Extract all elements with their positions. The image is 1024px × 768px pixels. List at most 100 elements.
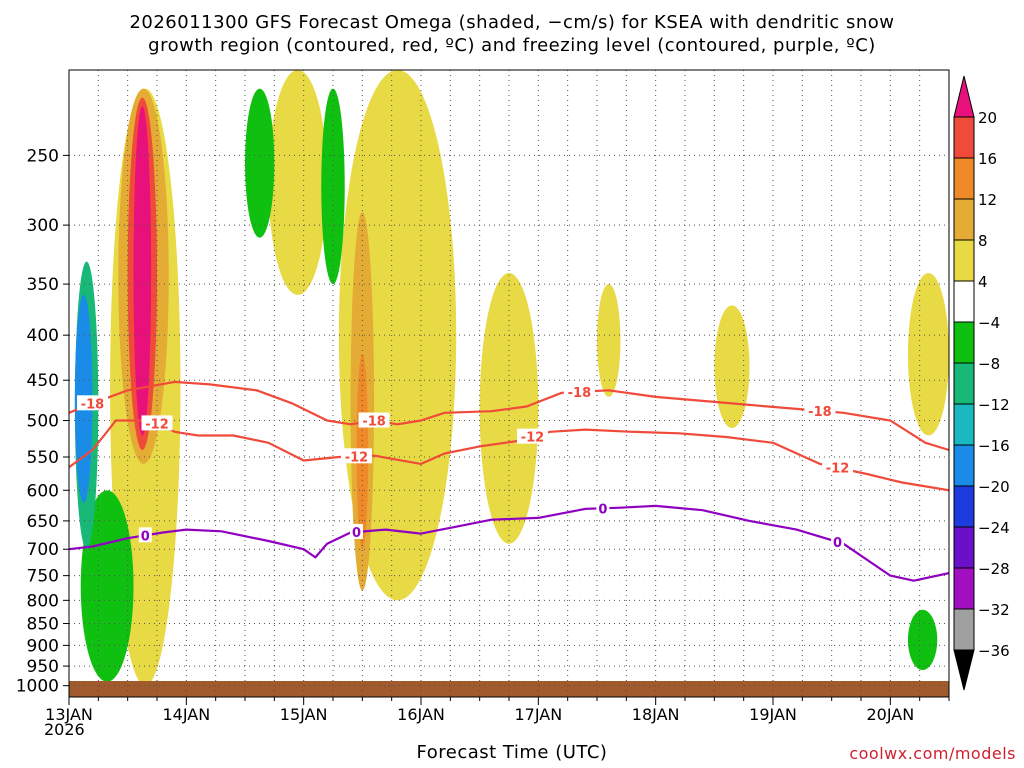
omega-region-14 xyxy=(907,272,949,436)
y-tick-label-9: 700 xyxy=(27,540,59,560)
colorbar-label-5: −4 xyxy=(978,314,1000,332)
y-tick-label-0: 250 xyxy=(27,146,59,166)
colorbar-segment-8 xyxy=(953,444,975,487)
omega-shading xyxy=(74,70,949,686)
x-tick-label-7: 20JAN xyxy=(866,705,914,724)
contour-lines: -18 -18 -18 -18 -12 -12 -12 -12 0 0 0 0 xyxy=(69,380,949,582)
omega-region-12 xyxy=(597,284,621,397)
colorbar-segment-6 xyxy=(953,362,975,405)
omega-region-15 xyxy=(907,609,938,671)
colorbar-label-6: −8 xyxy=(978,355,1000,373)
colorbar-segment-9 xyxy=(953,485,975,528)
x-tick-label-0: 13JAN xyxy=(45,705,93,724)
contour-label-bg-2-3 xyxy=(831,534,845,550)
colorbar-label-13: −36 xyxy=(978,642,1010,660)
colorbar-label-0: 20 xyxy=(978,109,997,127)
x-tick-label-5: 18JAN xyxy=(632,705,680,724)
y-tick-label-1: 300 xyxy=(27,216,59,236)
y-tick-label-7: 600 xyxy=(27,481,59,501)
x-axis: 13JAN 14JAN 15JAN 16JAN 17JAN 18JAN 19JAN 20JAN xyxy=(45,697,950,724)
omega-region-16 xyxy=(244,88,275,238)
contour-label-1-0: -12 xyxy=(145,417,169,432)
contour-line-2 xyxy=(69,504,949,582)
colorbar-bottom-arrow xyxy=(953,649,975,691)
contour-label-0-1: -18 xyxy=(362,415,386,430)
colorbar-label-10: −24 xyxy=(978,519,1010,537)
colorbar-segment-10 xyxy=(953,526,975,569)
colorbar-segment-7 xyxy=(953,403,975,446)
contour-label-bg-0-3 xyxy=(804,402,836,418)
x-axis-title: Forecast Time (UTC) xyxy=(416,742,608,763)
colorbar-segment-2 xyxy=(953,198,975,241)
x-tick-label-2: 15JAN xyxy=(280,705,328,724)
contour-label-bg-1-1 xyxy=(340,448,372,464)
contour-line-1 xyxy=(69,419,949,492)
y-tick-label-6: 550 xyxy=(27,448,59,468)
colorbar-segment-1 xyxy=(953,157,975,200)
chart-title-line2: growth region (contoured, red, ºC) and f… xyxy=(148,35,876,56)
y-tick-label-8: 650 xyxy=(27,512,59,532)
contour-line-0 xyxy=(69,380,949,452)
contour-label-0-2: -18 xyxy=(568,386,592,401)
contour-label-bg-0-1 xyxy=(358,412,390,428)
y-tick-label-12: 850 xyxy=(27,615,59,635)
y-tick-label-3: 400 xyxy=(27,326,59,346)
y-tick-label-10: 750 xyxy=(27,567,59,587)
ground-surface xyxy=(69,681,949,697)
colorbar-segment-3 xyxy=(953,239,975,282)
x-axis-year-label: 2026 xyxy=(44,720,85,739)
contour-label-1-2: -12 xyxy=(521,431,545,446)
omega-region-13 xyxy=(714,305,750,429)
colorbar-label-9: −20 xyxy=(978,478,1010,496)
contour-label-bg-1-2 xyxy=(516,428,548,444)
colorbar-label-1: 16 xyxy=(978,150,997,168)
omega-region-4 xyxy=(80,490,134,682)
y-tick-label-5: 500 xyxy=(27,412,59,432)
colorbar-label-7: −12 xyxy=(978,396,1010,414)
contour-label-2-1: 0 xyxy=(352,526,361,541)
x-tick-label-3: 16JAN xyxy=(397,705,445,724)
colorbar-label-12: −32 xyxy=(978,601,1010,619)
colorbar-segment-5 xyxy=(953,321,975,364)
y-tick-label-14: 950 xyxy=(27,657,59,677)
ground-strip xyxy=(69,681,949,697)
y-tick-label-2: 350 xyxy=(27,275,59,295)
credit-link[interactable]: coolwx.com/models xyxy=(849,744,1016,763)
contour-label-bg-2-0 xyxy=(138,527,152,543)
x-tick-label-1: 14JAN xyxy=(162,705,210,724)
contour-label-2-0: 0 xyxy=(141,529,150,544)
omega-region-7 xyxy=(268,70,328,295)
x-tick-label-6: 19JAN xyxy=(749,705,797,724)
contour-label-bg-2-1 xyxy=(349,524,363,540)
contour-label-1-1: -12 xyxy=(345,450,369,465)
contour-label-bg-1-3 xyxy=(822,459,854,475)
y-tick-label-4: 450 xyxy=(27,371,59,391)
colorbar-segment-11 xyxy=(953,567,975,610)
colorbar-label-8: −16 xyxy=(978,437,1010,455)
contour-label-0-3: -18 xyxy=(808,405,832,420)
contour-label-bg-1-0 xyxy=(141,415,173,431)
contour-label-bg-0-0 xyxy=(76,395,108,411)
colorbar-top-arrow xyxy=(953,75,975,118)
colorbar: 20 16 12 8 4 −4 −8 −12 −16 −20 −24 −28 −32 −36 xyxy=(953,75,1010,691)
contour-label-bg-0-2 xyxy=(563,383,595,399)
contour-label-2-2: 0 xyxy=(598,502,607,517)
colorbar-label-11: −28 xyxy=(978,560,1010,578)
colorbar-label-3: 8 xyxy=(978,232,988,250)
colorbar-label-4: 4 xyxy=(978,273,988,291)
chart-title-line1: 2026011300 GFS Forecast Omega (shaded, −… xyxy=(129,12,895,33)
omega-region-17 xyxy=(321,88,345,285)
colorbar-segment-0 xyxy=(953,116,975,159)
x-tick-label-4: 17JAN xyxy=(514,705,562,724)
contour-label-bg-2-2 xyxy=(596,500,610,516)
y-axis: 2503003504004505005506006507007508008509… xyxy=(16,146,69,697)
grid-lines xyxy=(69,70,949,697)
y-tick-label-15: 1000 xyxy=(16,677,59,697)
colorbar-segment-4 xyxy=(953,280,975,323)
omega-region-3 xyxy=(133,106,152,436)
y-tick-label-11: 800 xyxy=(27,591,59,611)
y-tick-label-13: 900 xyxy=(27,636,59,656)
colorbar-label-2: 12 xyxy=(978,191,997,209)
contour-label-2-3: 0 xyxy=(833,536,842,551)
